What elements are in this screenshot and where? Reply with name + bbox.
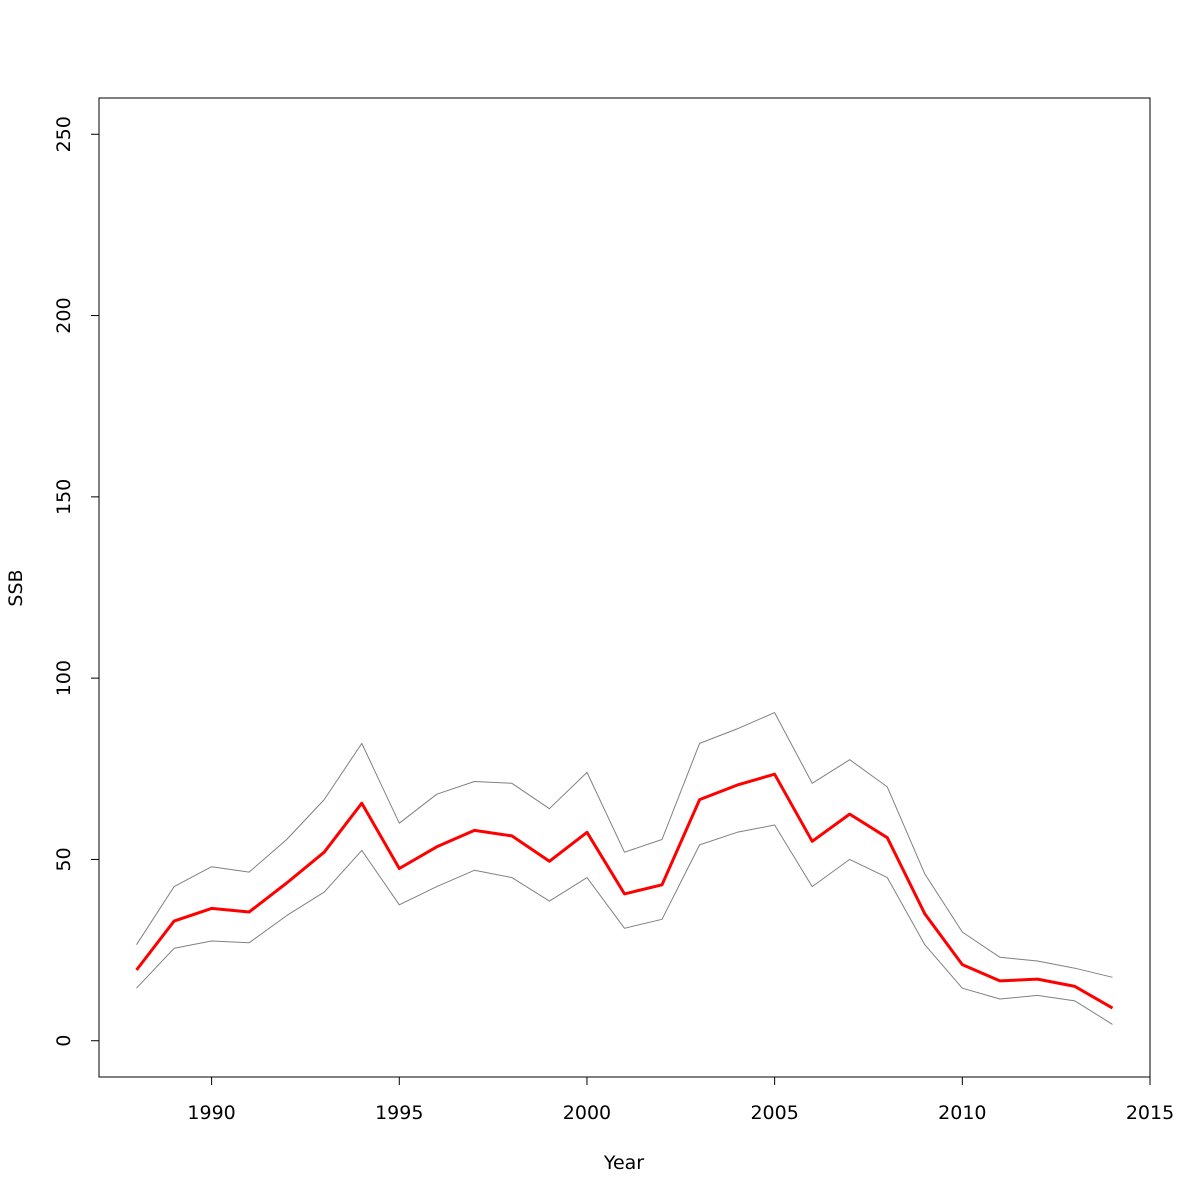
y-axis: 0 50 100 150 200 250: [53, 116, 100, 1047]
y-tick-label: 0: [53, 1035, 75, 1047]
y-tick-label: 250: [53, 116, 75, 152]
series-line-ssb: [135, 772, 1114, 1010]
y-tick-label: 100: [53, 660, 75, 696]
y-tick-label: 50: [53, 847, 75, 871]
series-line-lower-bound: [136, 824, 1113, 1025]
x-tick-label: 2015: [1126, 1102, 1174, 1124]
y-axis-title: SSB: [5, 569, 27, 606]
plot-frame: [98, 97, 1151, 1078]
series-layer: [135, 712, 1114, 1025]
series-line-upper-bound: [136, 712, 1113, 978]
y-tick-label: 150: [53, 479, 75, 515]
x-tick-label: 2000: [563, 1102, 611, 1124]
x-axis: 1990 1995 2000 2005 2010 2015: [187, 1076, 1174, 1124]
x-tick-label: 1995: [375, 1102, 423, 1124]
x-tick-label: 2005: [750, 1102, 798, 1124]
x-tick-label: 1990: [187, 1102, 235, 1124]
x-tick-label: 2010: [938, 1102, 986, 1124]
y-tick-label: 200: [53, 297, 75, 333]
x-axis-title: Year: [603, 1152, 644, 1174]
